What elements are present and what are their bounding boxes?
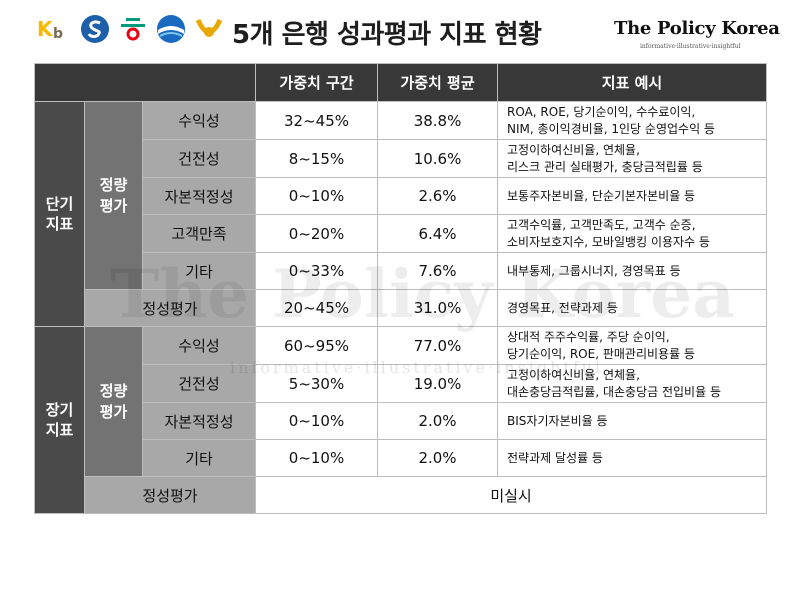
example-line: 리스크 관리 실태평가, 충당금적립률 등 bbox=[507, 159, 703, 174]
weight-range: 32~45% bbox=[255, 101, 379, 140]
weight-range: 0~10% bbox=[255, 402, 379, 440]
page-title: 5개 은행 성과평과 지표 현황 bbox=[232, 20, 542, 50]
weight-avg: 19.0% bbox=[377, 364, 499, 403]
table-row: 자본적정성 0~10% 2.6% 보통주자본비율, 단순기본자본비율 등 bbox=[35, 177, 768, 215]
table-row: 단기 지표 정량 평가 수익성 32~45% 38.8% ROA, ROE, 당… bbox=[34, 101, 768, 327]
svg-text:K: K bbox=[37, 17, 54, 41]
table-row: 장기 지표 정량 평가 수익성 60~95% 77.0% 상대적 주주수익률, … bbox=[34, 326, 768, 514]
example-line: ROA, ROE, 당기순이익, 수수료이익, bbox=[507, 104, 696, 119]
weight-avg: 38.8% bbox=[377, 101, 499, 140]
weight-range: 0~10% bbox=[255, 177, 379, 215]
woori-logo bbox=[156, 14, 186, 44]
row-label: 자본적정성 bbox=[141, 177, 257, 215]
weight-avg: 7.6% bbox=[377, 252, 499, 290]
example-line: 경영목표, 전략과제 등 bbox=[507, 300, 618, 315]
header-blank bbox=[33, 63, 257, 102]
column-header: 가중치 구간 bbox=[255, 63, 379, 102]
row-label: 건전성 bbox=[141, 139, 257, 178]
example-line: 전략과제 달성률 등 bbox=[507, 450, 603, 465]
table-row: 정성평가 미실시 bbox=[35, 476, 768, 514]
row-label: 수익성 bbox=[141, 326, 257, 365]
examples-cell: 상대적 주주수익률, 주당 순이익, 당기순이익, ROE, 판매관리비용률 등 bbox=[497, 326, 768, 365]
examples-cell: 내부통제, 그룹시너지, 경영목표 등 bbox=[497, 252, 768, 290]
example-line: 대손충당금적립률, 대손충당금 전입비율 등 bbox=[507, 384, 721, 399]
table-row: 자본적정성 0~10% 2.0% BIS자기자본비율 등 bbox=[35, 402, 768, 440]
examples-cell: 고정이하여신비율, 연체율, 대손충당금적립률, 대손충당금 전입비율 등 bbox=[497, 364, 768, 403]
table-row: 고객만족 0~20% 6.4% 고객수익률, 고객만족도, 고객수 순증, 소비자… bbox=[35, 214, 768, 253]
example-line: 고정이하여신비율, 연체율, bbox=[507, 142, 640, 157]
example-line: BIS자기자본비율 등 bbox=[507, 413, 608, 428]
example-line: 상대적 주주수익률, 주당 순이익, bbox=[507, 329, 670, 344]
example-line: 내부통제, 그룹시너지, 경영목표 등 bbox=[507, 263, 681, 278]
weight-avg: 2.0% bbox=[377, 439, 499, 477]
term-label-long: 장기 지표 bbox=[34, 326, 85, 514]
indicator-table: 가중치 구간 가중치 평균 지표 예시 단기 지표 정량 평가 수익성 32~4… bbox=[33, 63, 768, 514]
row-label: 고객만족 bbox=[141, 214, 257, 253]
table-row: 정성평가 20~45% 31.0% 경영목표, 전략과제 등 bbox=[35, 289, 768, 327]
table-row: 건전성 8~15% 10.6% 고정이하여신비율, 연체율, 리스크 관리 실태평… bbox=[35, 139, 768, 178]
qual-row-label: 정성평가 bbox=[83, 476, 257, 514]
shinhan-logo bbox=[80, 14, 110, 44]
weight-range: 0~33% bbox=[255, 252, 379, 290]
weight-avg: 6.4% bbox=[377, 214, 499, 253]
examples-cell: BIS자기자본비율 등 bbox=[497, 402, 768, 440]
example-line: 고정이하여신비율, 연체율, bbox=[507, 367, 640, 382]
table-row: 기타 0~33% 7.6% 내부통제, 그룹시너지, 경영목표 등 bbox=[35, 252, 768, 290]
examples-cell: ROA, ROE, 당기순이익, 수수료이익, NIM, 총이익경비율, 1인당 … bbox=[497, 101, 768, 140]
example-line: 소비자보호지수, 모바일뱅킹 이용자수 등 bbox=[507, 234, 710, 249]
column-header: 가중치 평균 bbox=[377, 63, 499, 102]
weight-range: 20~45% bbox=[255, 289, 379, 327]
examples-cell: 보통주자본비율, 단순기본자본비율 등 bbox=[497, 177, 768, 215]
examples-cell: 경영목표, 전략과제 등 bbox=[497, 289, 768, 327]
qual-row-label: 정성평가 bbox=[83, 289, 257, 327]
example-line: NIM, 총이익경비율, 1인당 순영업수익 등 bbox=[507, 121, 715, 136]
examples-cell: 고객수익률, 고객만족도, 고객수 순증, 소비자보호지수, 모바일뱅킹 이용자수… bbox=[497, 214, 768, 253]
row-label: 수익성 bbox=[141, 101, 257, 140]
weight-avg: 77.0% bbox=[377, 326, 499, 365]
examples-cell: 전략과제 달성률 등 bbox=[497, 439, 768, 477]
weight-range: 0~20% bbox=[255, 214, 379, 253]
row-label: 건전성 bbox=[141, 364, 257, 403]
weight-range: 8~15% bbox=[255, 139, 379, 178]
hana-logo bbox=[118, 14, 148, 44]
table-row: 건전성 5~30% 19.0% 고정이하여신비율, 연체율, 대손충당금적립률, … bbox=[35, 364, 768, 403]
example-line: 보통주자본비율, 단순기본자본비율 등 bbox=[507, 188, 696, 203]
weight-range: 5~30% bbox=[255, 364, 379, 403]
term-label-long-text: 장기 지표 bbox=[45, 400, 74, 439]
table-row: 기타 0~10% 2.0% 전략과제 달성률 등 bbox=[35, 439, 768, 477]
quant-label-text: 정량 평가 bbox=[99, 382, 128, 421]
weight-avg: 2.0% bbox=[377, 402, 499, 440]
example-line: 고객수익률, 고객만족도, 고객수 순증, bbox=[507, 217, 696, 232]
example-line: 당기순이익, ROE, 판매관리비용률 등 bbox=[507, 346, 695, 361]
quant-label-text: 정량 평가 bbox=[99, 176, 128, 215]
weight-avg: 10.6% bbox=[377, 139, 499, 178]
row-label: 기타 bbox=[141, 439, 257, 477]
table-header-row: 가중치 구간 가중치 평균 지표 예시 bbox=[33, 63, 768, 102]
column-header: 지표 예시 bbox=[497, 63, 768, 102]
term-label-short: 단기 지표 bbox=[34, 101, 85, 327]
row-label: 기타 bbox=[141, 252, 257, 290]
qual-merged-value: 미실시 bbox=[255, 476, 768, 514]
term-label-short-text: 단기 지표 bbox=[45, 194, 74, 233]
weight-range: 0~10% bbox=[255, 439, 379, 477]
quant-label: 정량 평가 bbox=[84, 101, 143, 290]
brand-tagline: informative·illustrative·insightful bbox=[640, 43, 741, 50]
nh-logo bbox=[194, 14, 224, 44]
weight-avg: 2.6% bbox=[377, 177, 499, 215]
weight-avg: 31.0% bbox=[377, 289, 499, 327]
examples-cell: 고정이하여신비율, 연체율, 리스크 관리 실태평가, 충당금적립률 등 bbox=[497, 139, 768, 178]
brand-name: The Policy Korea bbox=[614, 18, 780, 39]
svg-text:b: b bbox=[53, 26, 63, 42]
weight-range: 60~95% bbox=[255, 326, 379, 365]
row-label: 자본적정성 bbox=[141, 402, 257, 440]
quant-label: 정량 평가 bbox=[84, 326, 143, 477]
